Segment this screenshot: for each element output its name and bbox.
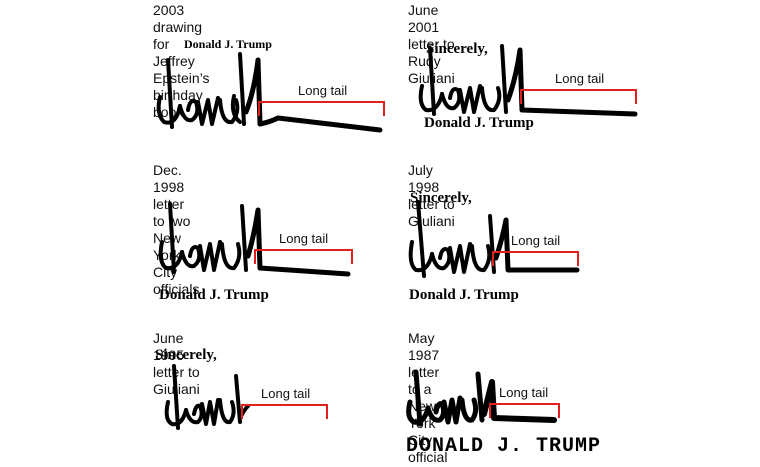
closing-text: Sincerely, <box>426 41 488 57</box>
tail-bracket <box>489 403 560 418</box>
tail-bracket <box>492 251 579 266</box>
printed-name: DONALD J. TRUMP <box>406 435 602 458</box>
bracket-label: Long tail <box>279 231 329 246</box>
signature-image <box>408 200 580 278</box>
signature-image <box>406 369 557 427</box>
tail-bracket <box>258 101 385 116</box>
bracket-label: Long tail <box>555 71 605 86</box>
printed-name: Donald J. Trump <box>159 287 269 303</box>
bracket-label: Long tail <box>298 83 348 98</box>
closing-text: Sincerely, <box>410 190 472 206</box>
bracket-label: Long tail <box>499 385 549 400</box>
signature-image <box>418 44 638 117</box>
tail-bracket <box>241 404 328 419</box>
bracket-label: Long tail <box>261 386 311 401</box>
tail-bracket <box>520 89 637 104</box>
tail-bracket <box>254 249 353 264</box>
signature-image <box>158 202 351 277</box>
printed-name: Donald J. Trump <box>424 115 534 131</box>
printed-name: Donald J. Trump <box>409 287 519 303</box>
panel-caption: May 1987 letter to a New York City offic… <box>408 330 448 465</box>
bracket-label: Long tail <box>511 233 561 248</box>
signature-image <box>156 52 383 133</box>
closing-text: Sincerely, <box>155 347 217 363</box>
printed-name: Donald J. Trump <box>184 37 272 51</box>
signature-image <box>164 364 250 430</box>
